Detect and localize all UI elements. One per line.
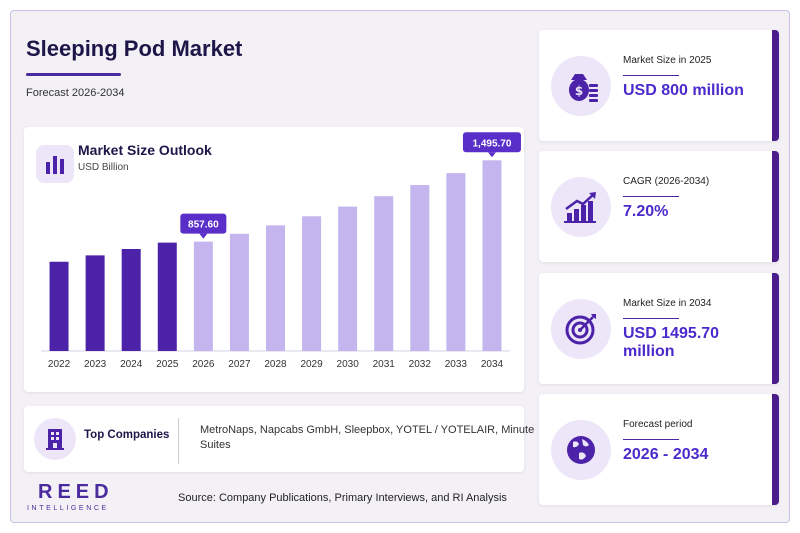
brand-logo: REED — [38, 481, 114, 503]
bar-chart: 2022 2023 2024 2025 2026 2027 2028 2029 2030 2031… — [41, 132, 521, 370]
kpi-value: USD 1495.70 million — [623, 325, 720, 360]
globe-icon — [551, 420, 611, 480]
tick-label-2030: 2030 — [337, 359, 360, 370]
bar-2025 — [157, 242, 177, 351]
kpi-card-forecast-period: Forecast period 2026 - 2034 — [539, 394, 779, 505]
chart-card: Market Size Outlook USD Billion 2022 2023… — [24, 127, 524, 392]
kpi-value: USD 800 million — [623, 82, 744, 99]
page-title: Sleeping Pod Market — [26, 36, 243, 61]
kpi-card-cagr: CAGR (2026-2034) 7.20% — [539, 151, 779, 262]
svg-text:1,495.70: 1,495.70 — [472, 138, 511, 149]
bar-2033 — [446, 173, 466, 351]
tick-label-2029: 2029 — [300, 359, 323, 370]
bar-2028 — [266, 225, 285, 351]
source-note: Source: Company Publications, Primary In… — [178, 492, 507, 504]
kpi-divider — [623, 75, 679, 76]
data-label-2026: 857.60 — [180, 213, 227, 239]
bar-chart-icon — [36, 145, 74, 183]
building-icon — [34, 418, 76, 460]
target-icon — [551, 299, 611, 359]
tick-label-2032: 2032 — [409, 359, 432, 370]
bar-2027 — [229, 233, 249, 351]
bar-2023 — [85, 255, 105, 351]
bar-2026 — [193, 241, 213, 351]
bar-2030 — [338, 206, 358, 351]
tick-label-2022: 2022 — [48, 359, 71, 370]
svg-text:$: $ — [575, 84, 583, 98]
page-subtitle: Forecast 2026-2034 — [26, 87, 125, 99]
kpi-divider — [623, 196, 679, 197]
bar-2034 — [482, 160, 502, 351]
svg-text:857.60: 857.60 — [188, 220, 219, 231]
tick-label-2027: 2027 — [228, 359, 251, 370]
kpi-divider — [623, 439, 679, 440]
kpi-label: Market Size in 2034 — [623, 298, 712, 309]
tick-label-2023: 2023 — [84, 359, 107, 370]
bar-2024 — [121, 249, 141, 351]
kpi-label: Market Size in 2025 — [623, 55, 712, 66]
companies-label: Top Companies — [84, 429, 170, 441]
bar-2022 — [49, 261, 69, 351]
companies-list: MetroNaps, Napcabs GmbH, Sleepbox, YOTEL… — [200, 424, 535, 451]
title-underline — [26, 73, 121, 76]
bar-2032 — [410, 185, 430, 351]
kpi-label: CAGR (2026-2034) — [623, 176, 710, 187]
kpi-card-market-size-2025: $ Market Size in 2025 USD 800 million — [539, 30, 779, 141]
companies-divider — [178, 418, 179, 464]
chart-unit: USD Billion — [78, 162, 129, 173]
money-bag-icon: $ — [551, 56, 611, 116]
tick-label-2026: 2026 — [192, 359, 215, 370]
companies-card: Top Companies MetroNaps, Napcabs GmbH, S… — [24, 406, 534, 472]
tick-label-2028: 2028 — [264, 359, 287, 370]
bar-2029 — [302, 216, 322, 351]
chart-title: Market Size Outlook — [78, 142, 212, 158]
bar-2031 — [374, 196, 394, 351]
kpi-value: 7.20% — [623, 203, 669, 220]
kpi-divider — [623, 318, 679, 319]
kpi-label: Forecast period — [623, 419, 693, 430]
kpi-card-market-size-2034: Market Size in 2034 USD 1495.70 million — [539, 273, 779, 384]
tick-label-2034: 2034 — [481, 359, 504, 370]
tick-label-2031: 2031 — [373, 359, 396, 370]
kpi-value: 2026 - 2034 — [623, 446, 709, 463]
tick-label-2024: 2024 — [120, 359, 143, 370]
data-label-2034: 1,495.70 — [462, 132, 521, 158]
growth-chart-icon — [551, 177, 611, 237]
tick-label-2025: 2025 — [156, 359, 179, 370]
brand-logo-subtitle: INTELLIGENCE — [27, 505, 109, 512]
tick-label-2033: 2033 — [445, 359, 468, 370]
